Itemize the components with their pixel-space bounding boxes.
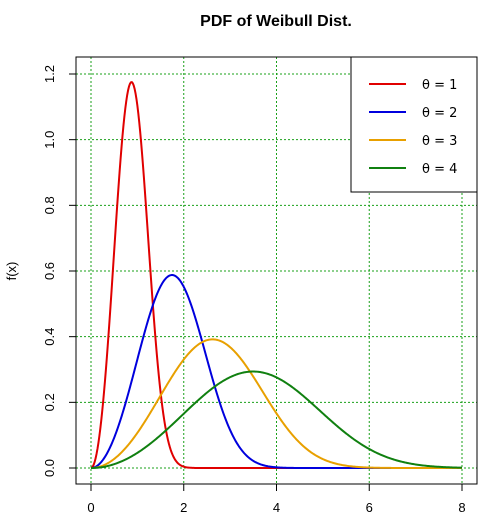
series-line-theta-4 [90, 370, 463, 469]
legend: θ = 1 θ = 2 θ = 3 θ = 4 [350, 56, 478, 193]
y-axis: 0.0 0.2 0.4 0.6 0.8 1.0 1.2 [42, 65, 77, 477]
x-axis: 0 2 4 6 8 [87, 483, 466, 515]
y-axis-label: f(x) [4, 262, 19, 281]
y-tick-label-1: 0.2 [42, 393, 57, 411]
x-tick-label-1: 2 [180, 500, 187, 515]
x-tick-label-2: 4 [273, 500, 280, 515]
y-tick-label-3: 0.6 [42, 262, 57, 280]
y-tick-label-4: 0.8 [42, 196, 57, 214]
chart-title: PDF of Weibull Dist. [200, 13, 352, 30]
y-tick-label-5: 1.0 [42, 131, 57, 149]
legend-label-1: θ = 2 [422, 106, 457, 121]
series-lines [90, 81, 463, 469]
legend-label-2: θ = 3 [422, 134, 457, 149]
legend-label-0: θ = 1 [422, 78, 457, 93]
x-tick-label-4: 8 [458, 500, 465, 515]
y-tick-label-6: 1.2 [42, 65, 57, 83]
x-tick-label-0: 0 [87, 500, 94, 515]
legend-box [350, 56, 478, 193]
legend-label-3: θ = 4 [422, 162, 457, 177]
x-tick-label-3: 6 [366, 500, 373, 515]
series-line-theta-2 [90, 274, 462, 469]
y-tick-label-2: 0.4 [42, 328, 57, 346]
series-line-theta-3 [90, 338, 462, 469]
y-tick-label-0: 0.0 [42, 459, 57, 477]
